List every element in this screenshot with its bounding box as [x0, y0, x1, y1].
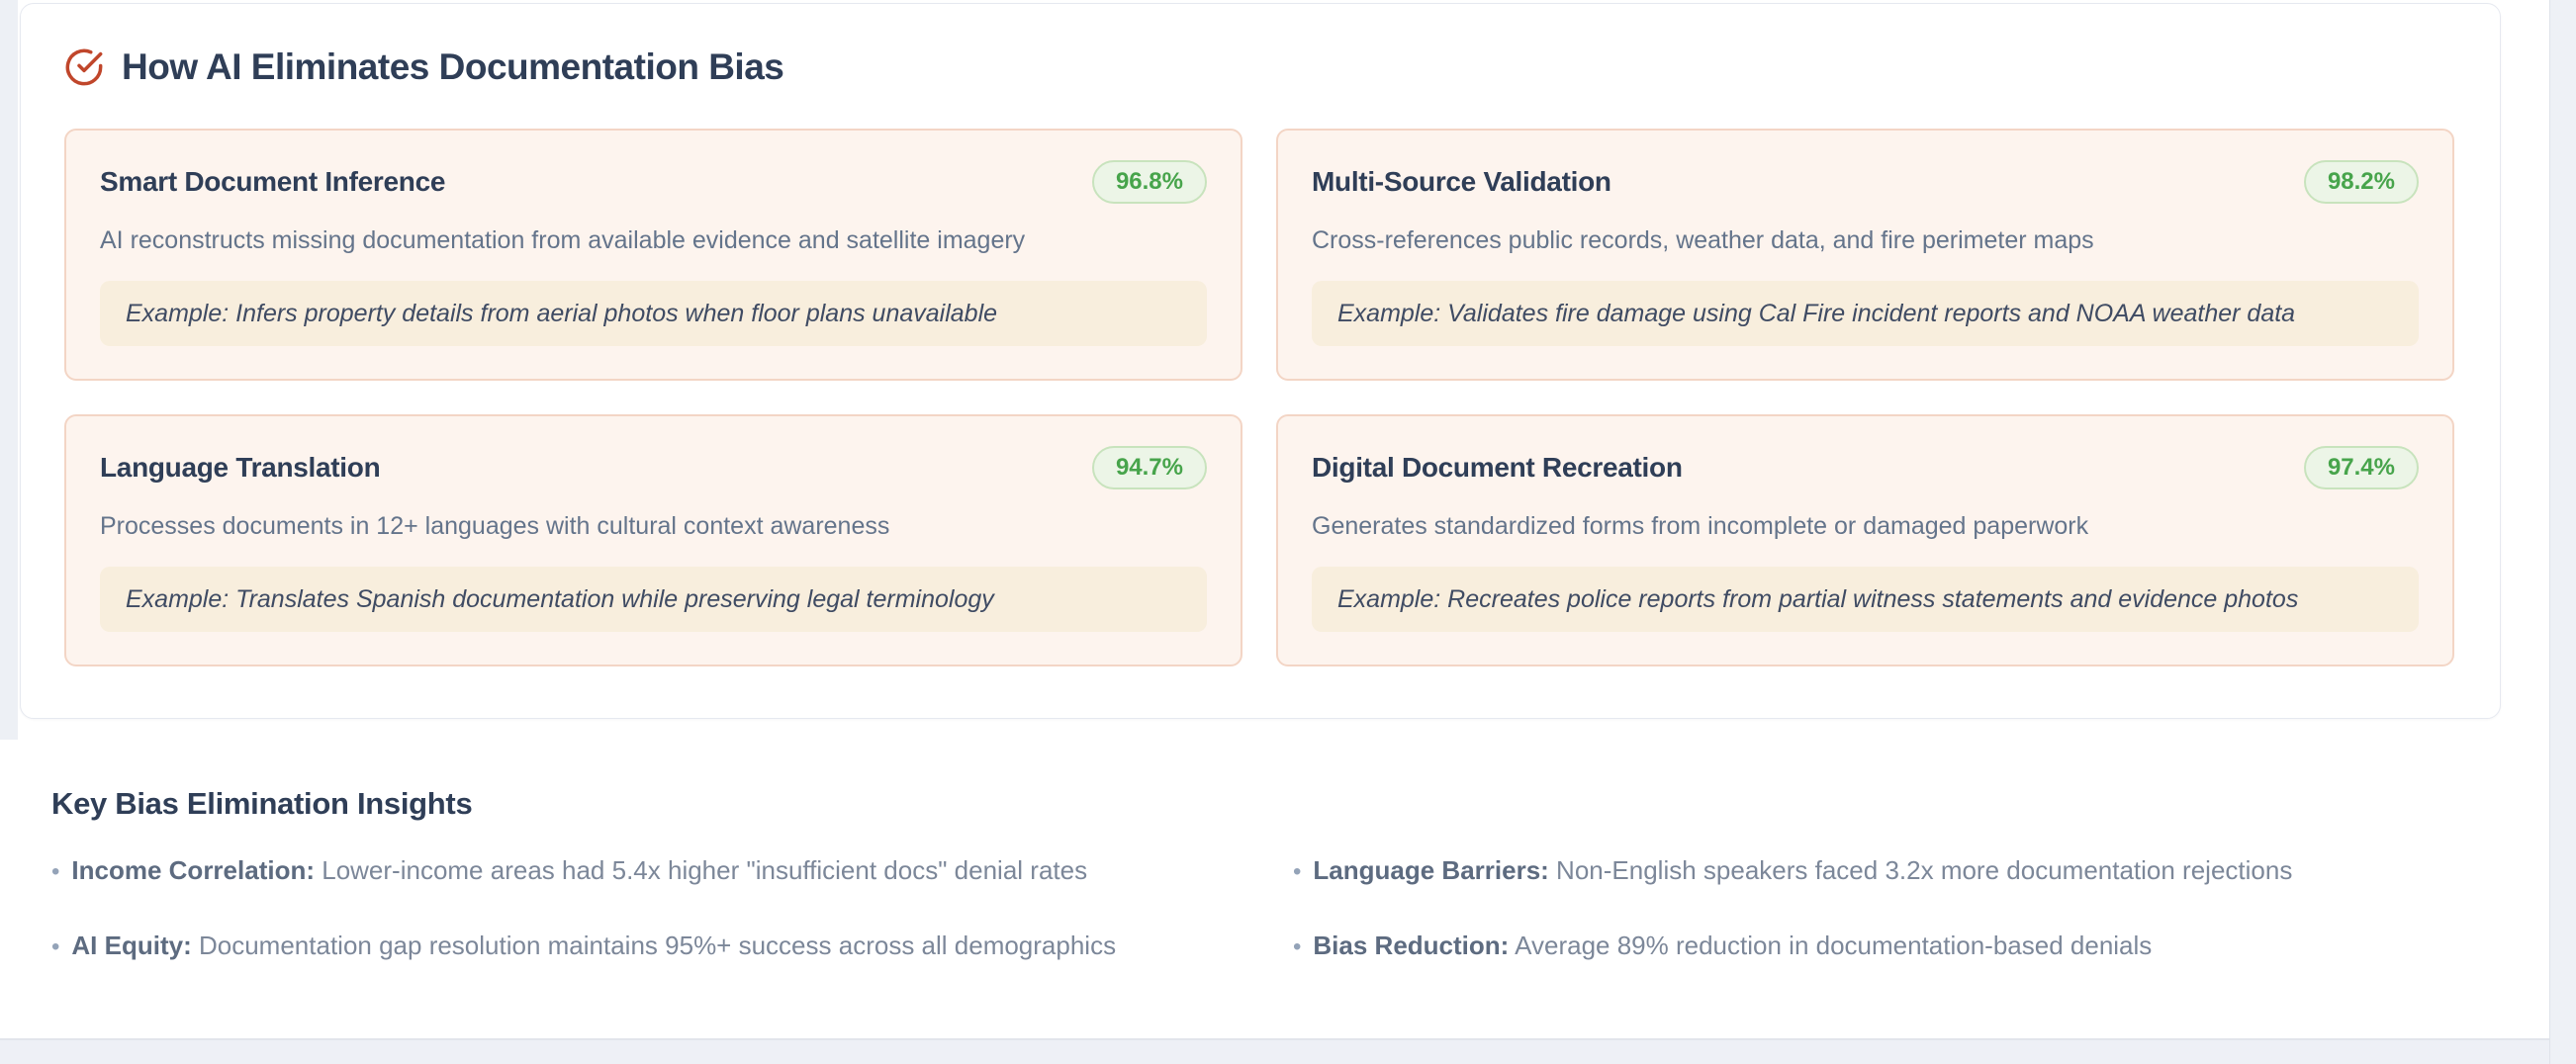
- next-section-edge: [0, 1038, 2549, 1064]
- feature-grid: Smart Document Inference 96.8% AI recons…: [64, 129, 2454, 666]
- feature-card-digital-document-recreation: Digital Document Recreation 97.4% Genera…: [1276, 414, 2454, 666]
- feature-example: Example: Translates Spanish documentatio…: [100, 567, 1207, 632]
- insights-section: Key Bias Elimination Insights • Income Co…: [18, 786, 2548, 964]
- feature-example: Example: Recreates police reports from p…: [1312, 567, 2419, 632]
- feature-card-multi-source-validation: Multi-Source Validation 98.2% Cross-refe…: [1276, 129, 2454, 381]
- ai-bias-panel: How AI Eliminates Documentation Bias Sma…: [20, 3, 2501, 719]
- feature-example-text: Example: Validates fire damage using Cal…: [1337, 300, 2296, 327]
- feature-title: Digital Document Recreation: [1312, 452, 1683, 483]
- panel-title: How AI Eliminates Documentation Bias: [122, 46, 784, 87]
- feature-example: Example: Validates fire damage using Cal…: [1312, 281, 2419, 346]
- bullet-icon: •: [1293, 858, 1302, 885]
- insight-text: Lower-income areas had 5.4x higher "insu…: [322, 855, 1088, 885]
- insight-label: Bias Reduction:: [1313, 931, 1510, 960]
- feature-example-text: Example: Translates Spanish documentatio…: [126, 585, 994, 613]
- feature-example-text: Example: Infers property details from ae…: [126, 300, 998, 327]
- feature-card-smart-document-inference: Smart Document Inference 96.8% AI recons…: [64, 129, 1242, 381]
- page-right-margin[interactable]: [2549, 0, 2576, 1064]
- page-left-margin: [0, 0, 18, 740]
- accuracy-badge: 98.2%: [2303, 160, 2419, 204]
- bullet-icon: •: [51, 933, 60, 960]
- insight-bias-reduction: • Bias Reduction: Average 89% reduction i…: [1293, 929, 2515, 964]
- insight-label: Income Correlation:: [71, 855, 315, 885]
- feature-description: Processes documents in 12+ languages wit…: [100, 512, 890, 540]
- feature-title: Language Translation: [100, 452, 381, 483]
- accuracy-badge: 97.4%: [2303, 446, 2419, 489]
- insight-income-correlation: • Income Correlation: Lower-income areas …: [51, 853, 1273, 889]
- feature-description: Generates standardized forms from incomp…: [1312, 512, 2089, 540]
- feature-title: Smart Document Inference: [100, 166, 446, 197]
- insight-label: AI Equity:: [71, 931, 192, 960]
- main-content: How AI Eliminates Documentation Bias Sma…: [18, 0, 2548, 1038]
- feature-title: Multi-Source Validation: [1312, 166, 1611, 197]
- check-circle-icon: [64, 47, 104, 87]
- insights-title: Key Bias Elimination Insights: [51, 786, 473, 821]
- accuracy-badge: 96.8%: [1091, 160, 1207, 204]
- insight-language-barriers: • Language Barriers: Non-English speakers…: [1293, 853, 2515, 889]
- bullet-icon: •: [1293, 933, 1302, 960]
- bullet-icon: •: [51, 858, 60, 885]
- feature-example: Example: Infers property details from ae…: [100, 281, 1207, 346]
- feature-card-header: Language Translation 94.7%: [100, 446, 1207, 489]
- feature-example-text: Example: Recreates police reports from p…: [1337, 585, 2299, 613]
- insight-label: Language Barriers:: [1313, 855, 1549, 885]
- feature-card-header: Digital Document Recreation 97.4%: [1312, 446, 2419, 489]
- feature-card-header: Multi-Source Validation 98.2%: [1312, 160, 2419, 204]
- insight-ai-equity: • AI Equity: Documentation gap resolution…: [51, 929, 1273, 964]
- feature-card-language-translation: Language Translation 94.7% Processes doc…: [64, 414, 1242, 666]
- feature-card-header: Smart Document Inference 96.8%: [100, 160, 1207, 204]
- insight-text: Average 89% reduction in documentation-b…: [1515, 931, 2153, 960]
- insight-text: Non-English speakers faced 3.2x more doc…: [1556, 855, 2293, 885]
- accuracy-badge: 94.7%: [1091, 446, 1207, 489]
- insight-text: Documentation gap resolution maintains 9…: [198, 931, 1117, 960]
- feature-description: AI reconstructs missing documentation fr…: [100, 226, 1026, 254]
- insights-grid: • Income Correlation: Lower-income areas …: [51, 853, 2515, 964]
- panel-header: How AI Eliminates Documentation Bias: [64, 44, 2454, 91]
- feature-description: Cross-references public records, weather…: [1312, 226, 2094, 254]
